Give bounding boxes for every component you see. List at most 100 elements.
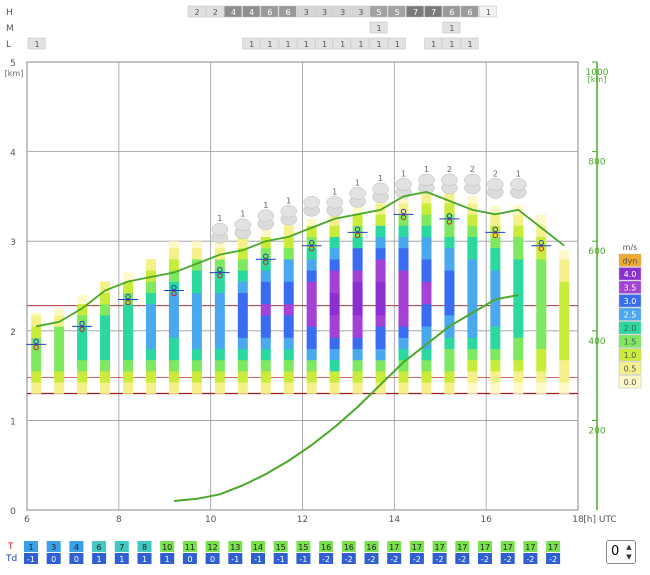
y-left-unit: [km] [5,69,24,78]
y-right-tick-label: 1000 [586,68,609,78]
cloud-cell-L [442,37,461,50]
cloud-cell-H [224,5,242,18]
climb-bar-segment [444,348,455,361]
climb-bar-segment [237,303,248,316]
climb-bar-segment [283,292,294,305]
dewpoint-marker [446,213,453,219]
value-stepper[interactable]: 0 ▲ ▼ [606,540,636,564]
T-cell [24,541,38,552]
cloud-cell-L [460,37,479,50]
x-tick-label: 12 [297,515,308,525]
climb-bar-segment [283,337,294,350]
climb-bar-segment [513,259,524,271]
y-right-tick-label: 600 [588,247,605,257]
legend-label: dyn [623,257,638,266]
climb-bar-segment [352,348,363,361]
cloud-cell-H [333,5,352,18]
climb-bar-segment [490,270,501,282]
T-cell [205,541,220,552]
dewpoint-marker [492,226,499,233]
climb-bar-segment [145,303,156,316]
cloud-row-label-H: H [6,8,13,18]
T-cell [341,541,356,552]
climb-bar-segment [191,259,202,271]
T-cell [114,541,129,552]
climb-bar-segment [352,315,363,327]
climb-bar-segment [54,382,65,394]
stepper-up-icon[interactable]: ▲ [626,543,632,551]
climb-bar-segment [352,247,363,260]
Td-cell [92,553,107,564]
legend-swatch [618,280,642,294]
dewpoint-marker [263,253,269,259]
temperature-marker [308,246,315,252]
cloud-cell-L [278,37,297,50]
climb-bar-segment [283,315,294,327]
climb-bar-segment [329,326,340,338]
T-cell [251,541,265,552]
climb-bar-segment [375,281,386,294]
climb-bar-segment [421,191,432,204]
T-cell [432,541,447,552]
climb-bar-segment [168,270,179,282]
climb-bar-segment [237,247,248,260]
climb-bar-segment [306,371,317,383]
climb-bar-segment [191,281,202,294]
climb-bar-segment [168,315,179,327]
Td-value: -2 [481,555,489,564]
cloud-top-label: 1 [355,178,360,187]
Td-cell [364,553,379,564]
climb-bar-segment [559,359,570,372]
T-value: 17 [525,543,535,552]
stepper-down-icon[interactable]: ▼ [626,553,632,561]
T-value: 15 [276,543,286,552]
climb-bar-segment [329,225,340,238]
climb-bar-segment [329,382,340,394]
x-unit: [h] UTC [583,515,616,525]
T-value: 7 [119,543,124,552]
T-cell [182,541,197,552]
climb-bar-segment [100,337,111,350]
climb-bar-segment [490,348,501,361]
climb-bar-segment [536,348,547,361]
climb-bar-segment [467,382,478,394]
cloud-top-puff [349,187,366,200]
climb-bar-segment [31,326,42,338]
cloud-cell-value-L: 1 [286,40,291,49]
Td-value: 1 [165,555,170,564]
cloud-cell-value-L: 1 [468,40,473,49]
dewpoint-marker [171,284,177,291]
climb-bar-segment [375,348,386,361]
climb-bar-segment [191,241,202,249]
cloud-cell-L [333,37,352,50]
climb-bar-segment [191,326,202,338]
climb-bar-segment [444,191,455,204]
climb-bar-segment [214,247,225,260]
climb-bar-segment [513,359,524,372]
climb-bar-segment [191,371,202,383]
cloud-cell-value-H: 6 [286,8,291,17]
cloud-cell-value-L: 1 [358,40,363,49]
climb-bar-segment [536,236,547,249]
x-tick-label: 10 [205,515,217,525]
climb-bar-segment [329,371,340,383]
legend-swatch [618,334,642,348]
T-value: 17 [412,543,422,552]
climb-bar-segment [398,359,409,372]
climb-bar-segment [100,315,111,327]
climb-bar-segment [306,225,317,238]
cloud-cell-value-H: 4 [249,8,254,17]
climb-bar-segment [237,348,248,361]
climb-bar-segment [352,270,363,282]
climb-bar-segment [559,382,570,394]
climb-bar-segment [31,359,42,372]
T-value: 13 [230,543,240,552]
climb-bar-segment [191,303,202,316]
cloud-top-label: 2 [470,165,475,174]
cloud-cell-H [406,5,424,18]
y-right-tick-label: 800 [588,158,605,168]
T-cell [455,541,470,552]
climb-bar-segment [77,303,88,316]
climb-bar-segment [421,259,432,271]
T-value: 17 [480,543,490,552]
